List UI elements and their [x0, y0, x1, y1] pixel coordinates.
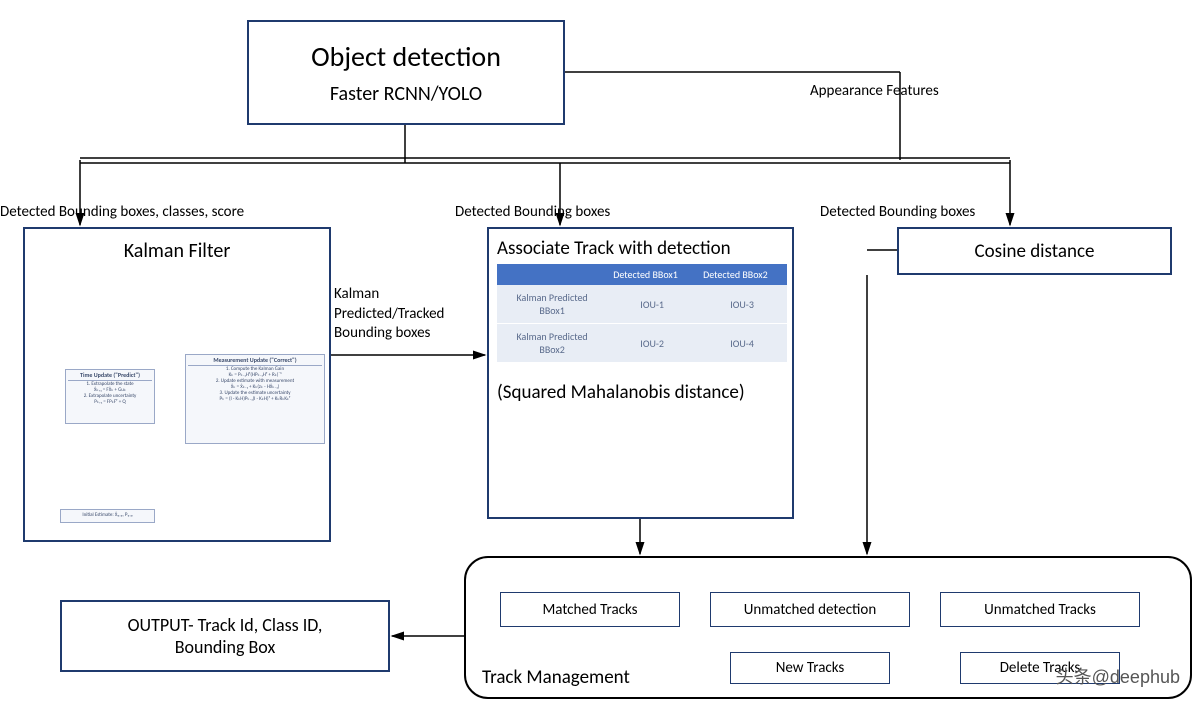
kalman-filter-title: Kalman Filter — [124, 239, 231, 263]
assoc-r0c0: Kalman Predicted BBox1 — [497, 285, 607, 324]
edge-label-detected-left: Detected Bounding boxes, classes, score — [0, 203, 244, 221]
kf-time-update-title: Time Update ("Predict") — [68, 372, 152, 381]
associate-subtitle: (Squared Mahalanobis distance) — [497, 381, 745, 404]
edge-label-kalman-predicted: Kalman Predicted/Tracked Bounding boxes — [334, 285, 444, 344]
unmatched-tracks-box: Unmatched Tracks — [940, 592, 1140, 627]
associate-title: Associate Track with detection — [497, 237, 731, 260]
output-line1: OUTPUT- Track Id, Class ID, — [128, 614, 323, 636]
unmatched-detection-box: Unmatched detection — [710, 592, 910, 627]
output-node: OUTPUT- Track Id, Class ID, Bounding Box — [60, 600, 390, 672]
cosine-title: Cosine distance — [975, 240, 1095, 263]
assoc-r0c2: IOU-3 — [697, 285, 787, 324]
output-line2: Bounding Box — [175, 636, 276, 658]
assoc-th-1: Detected BBox1 — [607, 264, 697, 285]
associate-iou-table: Detected BBox1 Detected BBox2 Kalman Pre… — [497, 264, 787, 363]
kf-time-update-body: 1. Extrapolate the state x̂ₖ₊₁ = Fx̂ₖ + … — [68, 381, 152, 405]
assoc-th-2: Detected BBox2 — [697, 264, 787, 285]
cosine-distance-node: Cosine distance — [897, 227, 1172, 275]
kf-meas-update-box: Measurement Update ("Correct") 1. Comput… — [185, 354, 325, 444]
object-detection-node: Object detection Faster RCNN/YOLO — [247, 20, 565, 125]
kf-meas-update-title: Measurement Update ("Correct") — [188, 357, 322, 366]
kf-meas-update-body: 1. Compute the Kalman Gain Kₖ = Pₖ₋₁Hᵀ(H… — [188, 366, 322, 402]
assoc-r1c0: Kalman Predicted BBox2 — [497, 324, 607, 363]
assoc-r1c1: IOU-2 — [607, 324, 697, 363]
object-detection-subtitle: Faster RCNN/YOLO — [330, 82, 482, 106]
assoc-r0c1: IOU-1 — [607, 285, 697, 324]
edge-label-appearance: Appearance Features — [810, 82, 939, 100]
edge-label-detected-right: Detected Bounding boxes — [820, 203, 975, 221]
kf-initial-box: Initial Estimate: x̂₀,₀, P₀,₀ — [60, 509, 155, 523]
kf-time-update-box: Time Update ("Predict") 1. Extrapolate t… — [65, 369, 155, 424]
matched-tracks-box: Matched Tracks — [500, 592, 680, 627]
edge-label-detected-mid: Detected Bounding boxes — [455, 203, 610, 221]
track-mgmt-title: Track Management — [482, 666, 630, 689]
assoc-r1c2: IOU-4 — [697, 324, 787, 363]
object-detection-title: Object detection — [311, 39, 501, 74]
assoc-th-blank — [497, 264, 607, 285]
new-tracks-box: New Tracks — [730, 652, 890, 684]
watermark-text: 头条@deephub — [1056, 663, 1180, 689]
associate-track-node: Associate Track with detection Detected … — [487, 227, 794, 519]
kalman-filter-node: Kalman Filter Time Update ("Predict") 1.… — [23, 227, 331, 542]
